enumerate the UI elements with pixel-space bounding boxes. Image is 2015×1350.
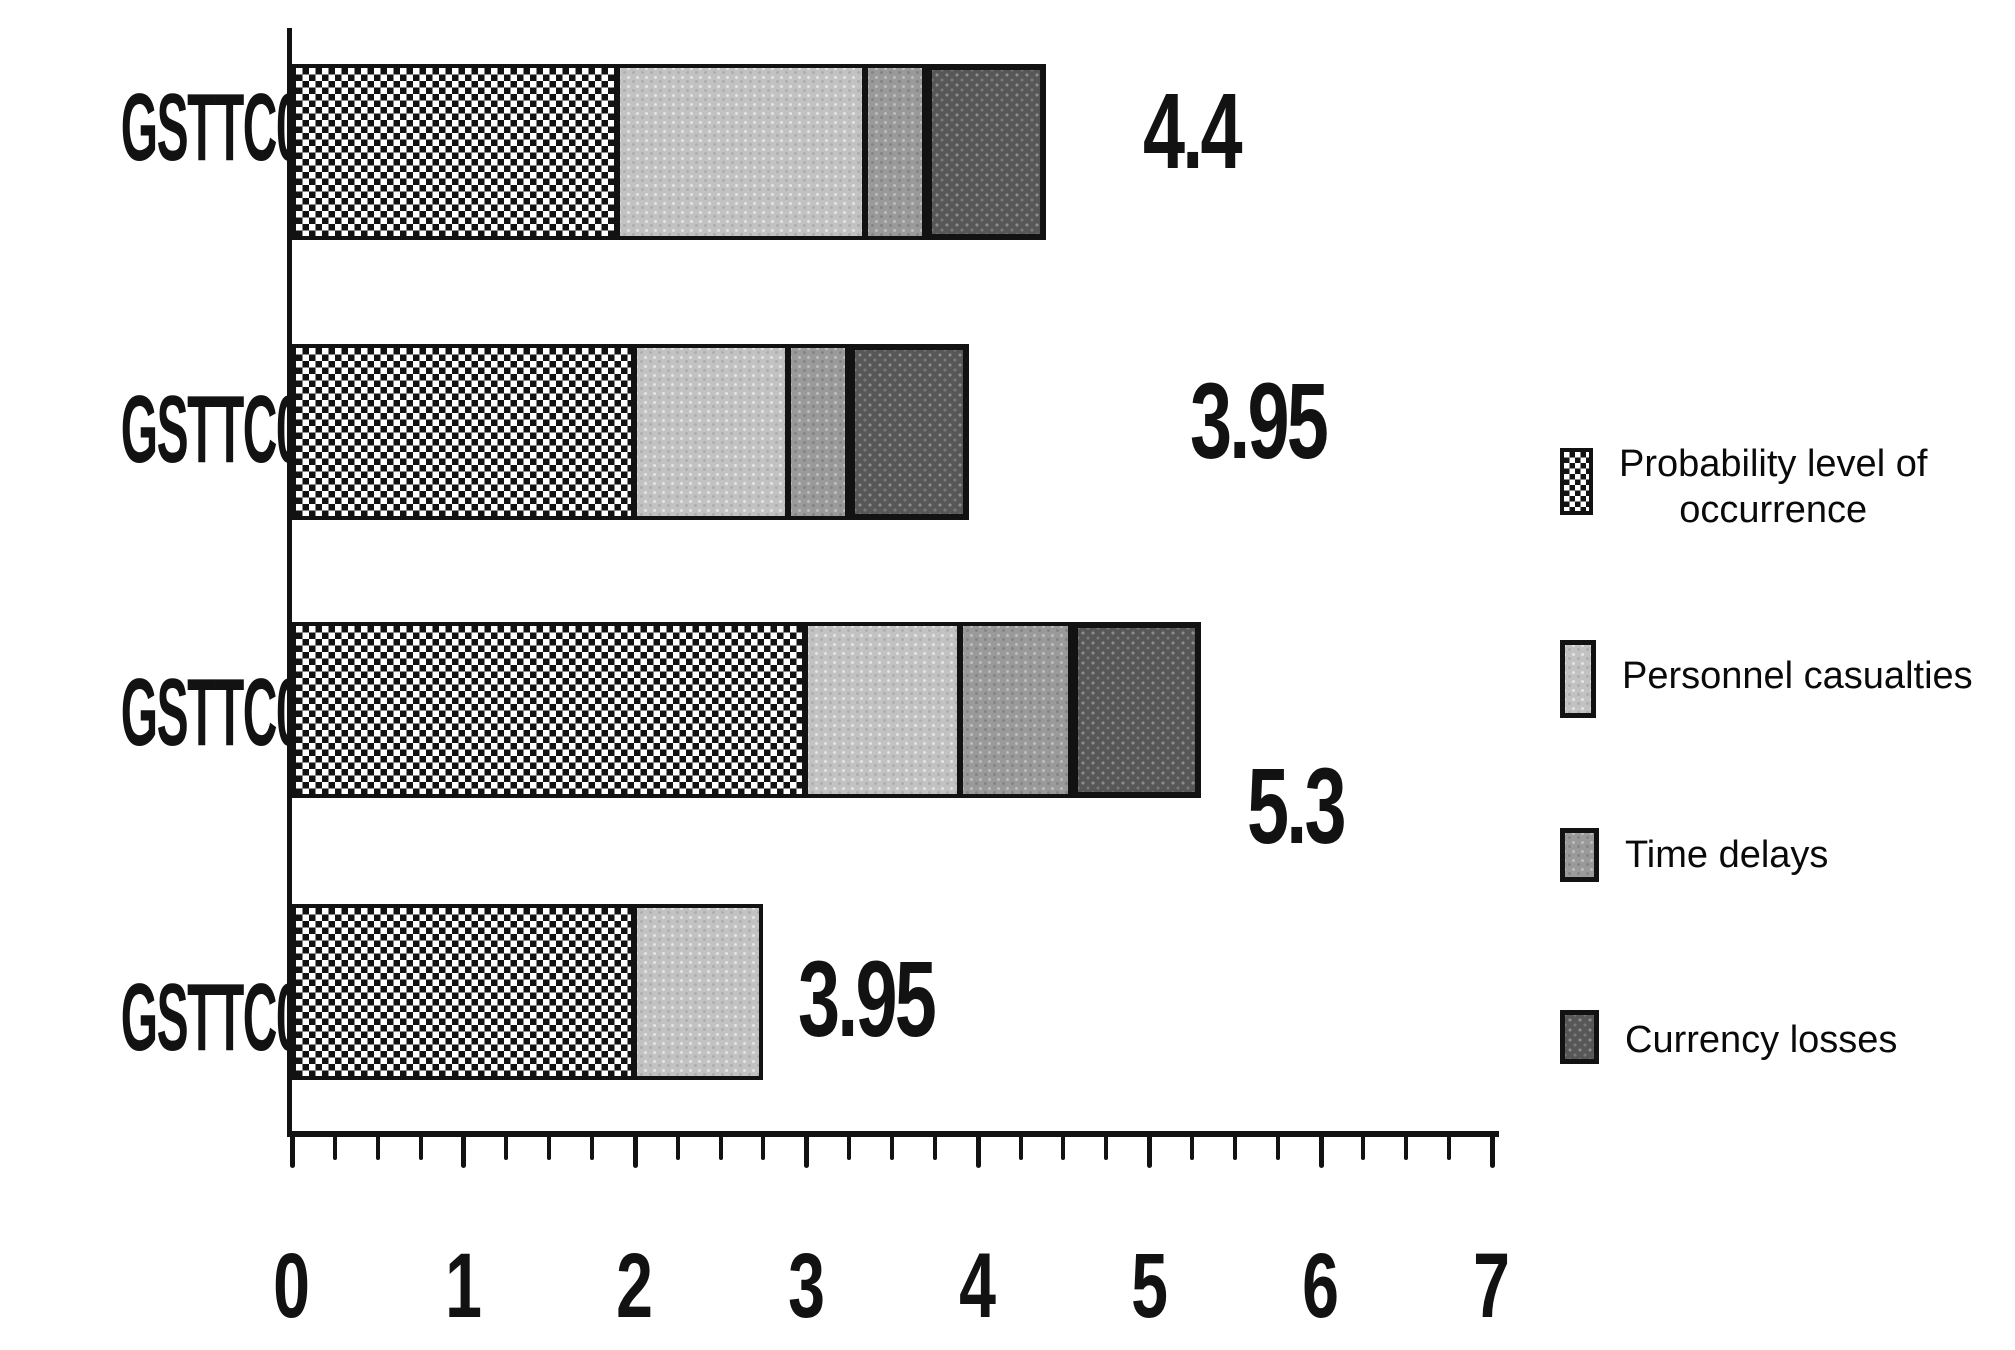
- x-minor-tick: [332, 1137, 337, 1160]
- legend-label-currency: Currency losses: [1625, 1019, 1898, 1061]
- legend-label-time: Time delays: [1625, 834, 1829, 876]
- bar-total-label: 3.95: [798, 945, 992, 1053]
- bar-row: [292, 904, 764, 1080]
- x-tick-label: 4: [898, 1240, 1058, 1332]
- x-minor-tick: [1104, 1137, 1109, 1160]
- bar-total-label-text: 3.95: [1190, 360, 1329, 481]
- bar-row: [292, 622, 1201, 798]
- legend-item-probability: Probability level of occurrence: [1560, 442, 1927, 533]
- x-tick-label-text: 3: [787, 1235, 825, 1337]
- legend-item-personnel: Personnel casualties: [1560, 640, 1973, 718]
- category-label: GSTTC04: [18, 970, 328, 1066]
- legend-swatch-personnel: [1560, 640, 1596, 718]
- x-minor-tick: [1404, 1137, 1409, 1160]
- x-minor-tick: [718, 1137, 723, 1160]
- legend-label-probability: Probability level of occurrence: [1619, 443, 1928, 531]
- bar-segment-time: [960, 622, 1072, 798]
- x-minor-tick: [1061, 1137, 1066, 1160]
- x-minor-tick: [932, 1137, 937, 1160]
- x-tick-label: 0: [212, 1240, 372, 1332]
- bar-segment-currency: [1071, 622, 1201, 798]
- x-axis: [287, 1131, 1499, 1137]
- x-minor-tick: [1447, 1137, 1452, 1160]
- legend-swatch-probability: [1560, 448, 1593, 515]
- x-tick-label-text: 1: [444, 1235, 482, 1337]
- x-minor-tick: [504, 1137, 509, 1160]
- x-major-tick: [804, 1137, 810, 1168]
- bar-segment-currency: [849, 344, 970, 520]
- category-label: GSTTC01: [18, 80, 328, 176]
- bar-segment-currency: [926, 64, 1047, 240]
- bar-segment-personnel: [634, 344, 790, 520]
- bar-total-label-text: 4.4: [1143, 70, 1243, 191]
- x-tick-label-text: 2: [616, 1235, 654, 1337]
- bar-segment-probability: [292, 622, 807, 798]
- x-minor-tick: [590, 1137, 594, 1160]
- bar-row: [292, 64, 1047, 240]
- x-tick-label-text: 7: [1473, 1235, 1511, 1337]
- legend-swatch-time: [1560, 828, 1599, 882]
- bar-total-label-text: 3.95: [798, 938, 937, 1059]
- x-minor-tick: [890, 1137, 894, 1160]
- bar-segment-probability: [292, 64, 618, 240]
- bar-total-label: 3.95: [1190, 367, 1384, 475]
- x-tick-label: 3: [726, 1240, 886, 1332]
- bar-segment-time: [866, 64, 927, 240]
- legend: Probability level of occurrence Personne…: [1560, 0, 2015, 1350]
- bar-total-label-text: 5.3: [1247, 745, 1347, 866]
- x-tick-label: 2: [555, 1240, 715, 1332]
- legend-label-personnel: Personnel casualties: [1622, 655, 1973, 697]
- x-minor-tick: [375, 1137, 380, 1160]
- x-minor-tick: [1190, 1137, 1194, 1160]
- category-label: GSTTC02: [18, 382, 328, 478]
- x-major-tick: [1147, 1137, 1153, 1168]
- legend-item-time: Time delays: [1560, 828, 1828, 882]
- bar-segment-personnel: [634, 904, 764, 1080]
- bar-segment-probability: [292, 344, 635, 520]
- y-axis: [287, 28, 292, 1137]
- x-tick-label-text: 6: [1302, 1235, 1339, 1337]
- x-tick-label: 7: [1412, 1240, 1572, 1332]
- x-major-tick: [1490, 1137, 1495, 1168]
- x-major-tick: [632, 1137, 638, 1168]
- x-minor-tick: [1018, 1137, 1023, 1160]
- x-tick-label: 1: [383, 1240, 543, 1332]
- legend-swatch-currency: [1560, 1010, 1599, 1064]
- bar-total-label: 5.3: [1247, 752, 1385, 860]
- bar-segment-personnel: [617, 64, 867, 240]
- x-minor-tick: [418, 1137, 423, 1160]
- x-minor-tick: [1361, 1137, 1366, 1160]
- bar-segment-personnel: [806, 622, 961, 798]
- x-major-tick: [1318, 1137, 1324, 1168]
- bar-segment-time: [789, 344, 850, 520]
- x-minor-tick: [1232, 1137, 1237, 1160]
- x-tick-label: 6: [1241, 1240, 1401, 1332]
- x-major-tick: [290, 1137, 295, 1168]
- bar-segment-probability: [292, 904, 635, 1080]
- x-major-tick: [461, 1137, 467, 1168]
- x-major-tick: [975, 1137, 981, 1168]
- x-tick-label-text: 5: [1130, 1235, 1168, 1337]
- x-minor-tick: [675, 1137, 680, 1160]
- x-minor-tick: [847, 1137, 852, 1160]
- category-label: GSTTC03: [18, 665, 328, 761]
- x-tick-label-text: 4: [959, 1235, 997, 1337]
- legend-item-currency: Currency losses: [1560, 1010, 1897, 1064]
- x-tick-label-text: 0: [273, 1235, 311, 1337]
- bar-row: [292, 344, 970, 520]
- x-minor-tick: [1275, 1137, 1280, 1160]
- x-minor-tick: [761, 1137, 766, 1160]
- bar-total-label: 4.4: [1143, 77, 1281, 185]
- x-minor-tick: [547, 1137, 552, 1160]
- x-tick-label: 5: [1069, 1240, 1229, 1332]
